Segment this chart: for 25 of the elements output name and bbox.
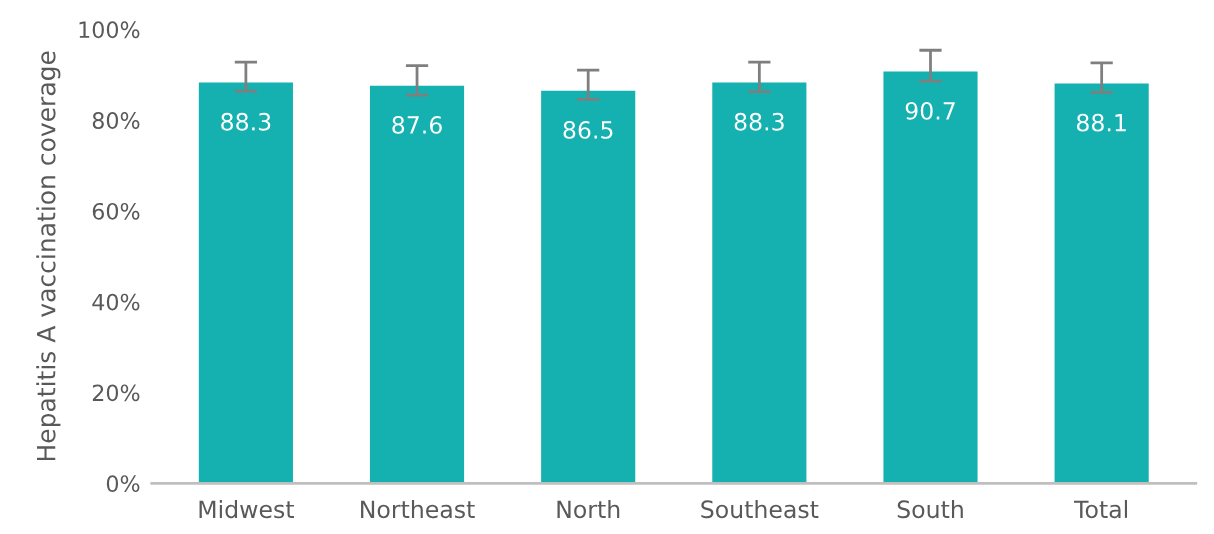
bar xyxy=(198,82,293,484)
bar xyxy=(712,82,807,484)
y-tick-label: 40% xyxy=(92,293,140,311)
x-tick-label: Total xyxy=(1074,499,1128,519)
y-axis-title: Hepatitis A vaccination coverage xyxy=(36,51,61,461)
x-tick-label: South xyxy=(897,499,963,519)
x-tick-label: Southeast xyxy=(701,499,819,519)
bar xyxy=(541,90,636,484)
y-tick-label: 20% xyxy=(92,384,140,402)
y-tick-label: 80% xyxy=(92,112,140,129)
y-tick-label: 60% xyxy=(92,202,140,220)
x-tick-label: Midwest xyxy=(199,499,294,519)
data-label: 88.1 xyxy=(1076,113,1126,132)
data-label: 88.3 xyxy=(221,112,271,131)
data-label: 90.7 xyxy=(905,101,955,120)
bar xyxy=(883,71,978,484)
x-tick-label: Northeast xyxy=(361,499,475,519)
data-label: 88.3 xyxy=(734,112,784,131)
y-tick-label: 100% xyxy=(79,21,140,39)
bar xyxy=(369,85,465,484)
data-label: 87.6 xyxy=(392,116,442,134)
data-label: 86.5 xyxy=(563,120,613,139)
bar xyxy=(1054,83,1149,484)
x-tick-label: North xyxy=(557,499,620,519)
y-tick-label: 0% xyxy=(106,475,140,493)
